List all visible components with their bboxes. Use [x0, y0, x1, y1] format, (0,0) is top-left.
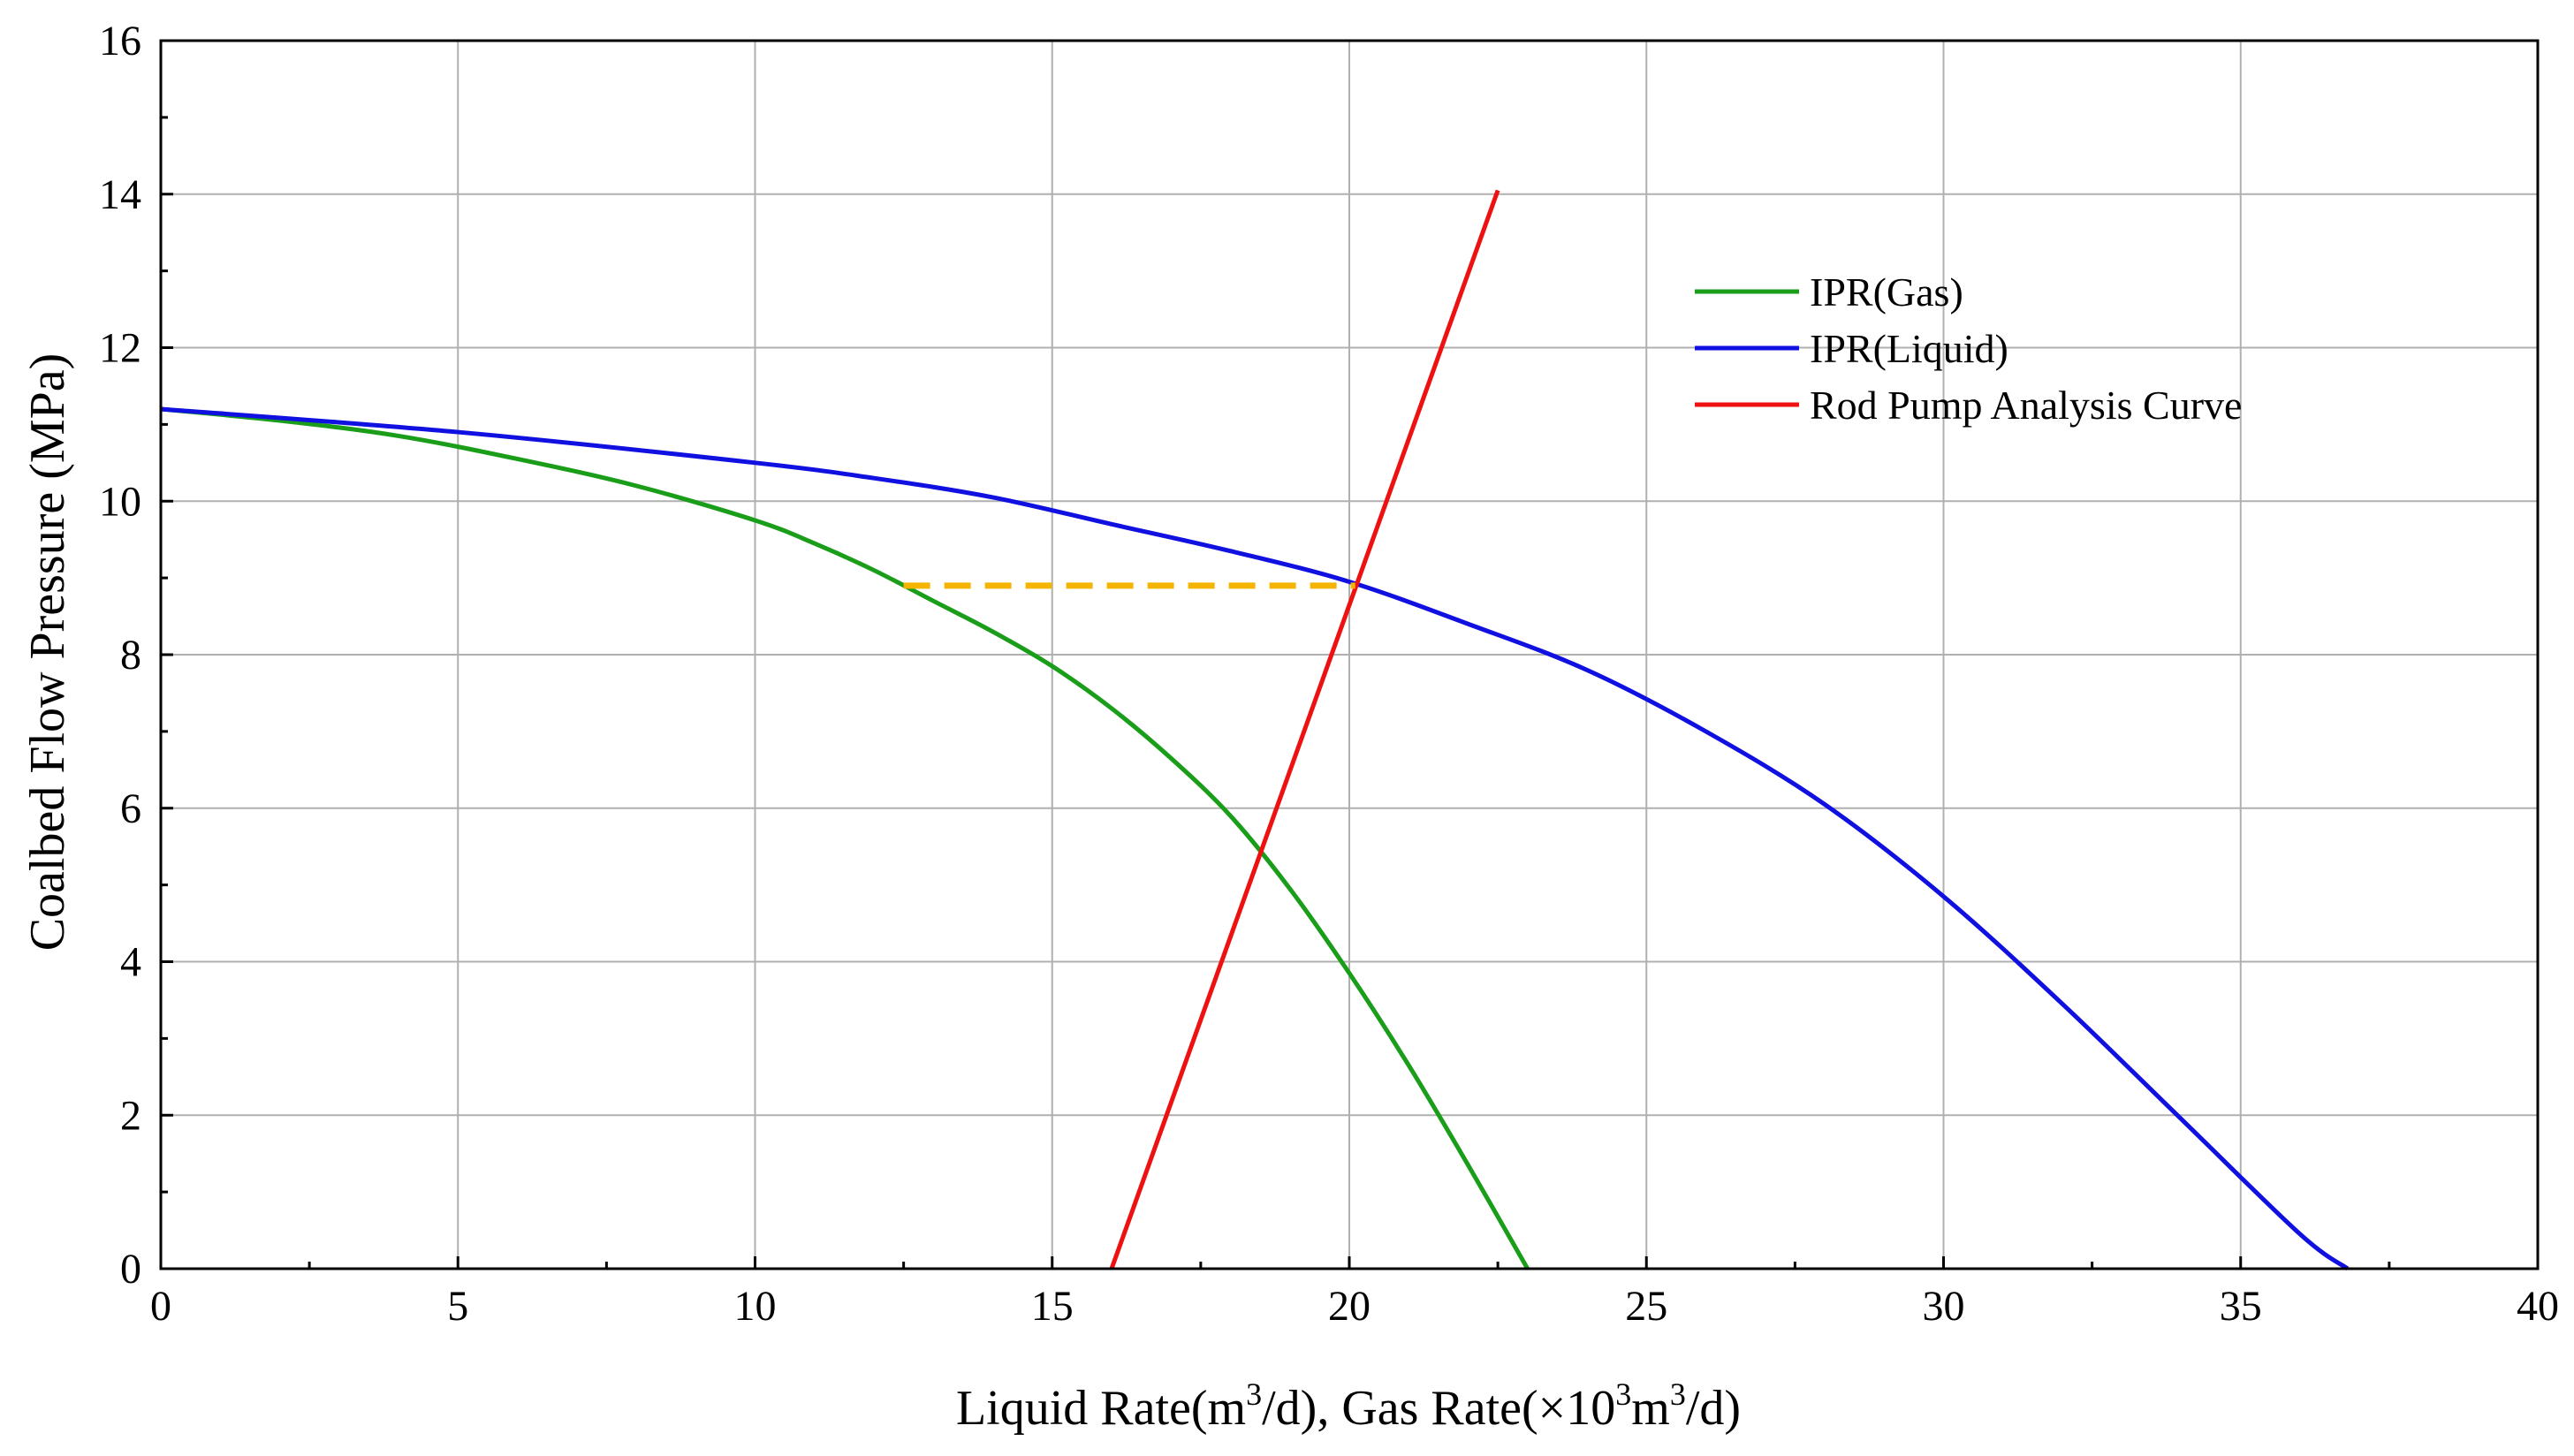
y-tick-label: 10 — [99, 478, 141, 525]
y-tick-label: 8 — [120, 632, 141, 679]
y-axis-label: Coalbed Flow Pressure (MPa) — [20, 353, 75, 952]
y-tick-label: 16 — [99, 18, 141, 64]
x-axis-label: Liquid Rate(m3/d), Gas Rate(×103m3/d) — [956, 1376, 1741, 1436]
legend: IPR(Gas) IPR(Liquid) Rod Pump Analysis Cur… — [1695, 269, 2242, 428]
y-tick-label: 6 — [120, 785, 141, 832]
series-line-ipr-gas — [160, 406, 1530, 1270]
legend-label: IPR(Liquid) — [1810, 326, 2008, 371]
x-tick-label: 20 — [1328, 1283, 1371, 1330]
x-tick-label: 5 — [447, 1283, 468, 1330]
series-line-ipr-liquid — [160, 406, 2350, 1271]
y-tick-label: 14 — [99, 171, 141, 218]
series-line-rod-pump-analysis-curve — [1109, 189, 1500, 1270]
x-tick-label: 15 — [1031, 1283, 1074, 1330]
x-tick-label: 30 — [1923, 1283, 1965, 1330]
x-tick-label: 10 — [734, 1283, 777, 1330]
x-tick-label: 25 — [1625, 1283, 1667, 1330]
grid — [160, 40, 2539, 1270]
x-tick-label: 35 — [2220, 1283, 2262, 1330]
series-layer — [160, 189, 2350, 1271]
x-tick-label: 0 — [150, 1283, 171, 1330]
x-tick-label: 40 — [2517, 1283, 2559, 1330]
ticks: 0 5 10 15 20 25 30 35 40 0 2 4 6 8 10 12 14 16 — [99, 18, 2559, 1330]
legend-label: Rod Pump Analysis Curve — [1810, 383, 2242, 428]
y-tick-label: 4 — [120, 939, 141, 986]
y-tick-label: 12 — [99, 325, 141, 372]
y-tick-label: 2 — [120, 1092, 141, 1139]
legend-label: IPR(Gas) — [1810, 269, 1963, 315]
y-tick-label: 0 — [120, 1246, 141, 1293]
